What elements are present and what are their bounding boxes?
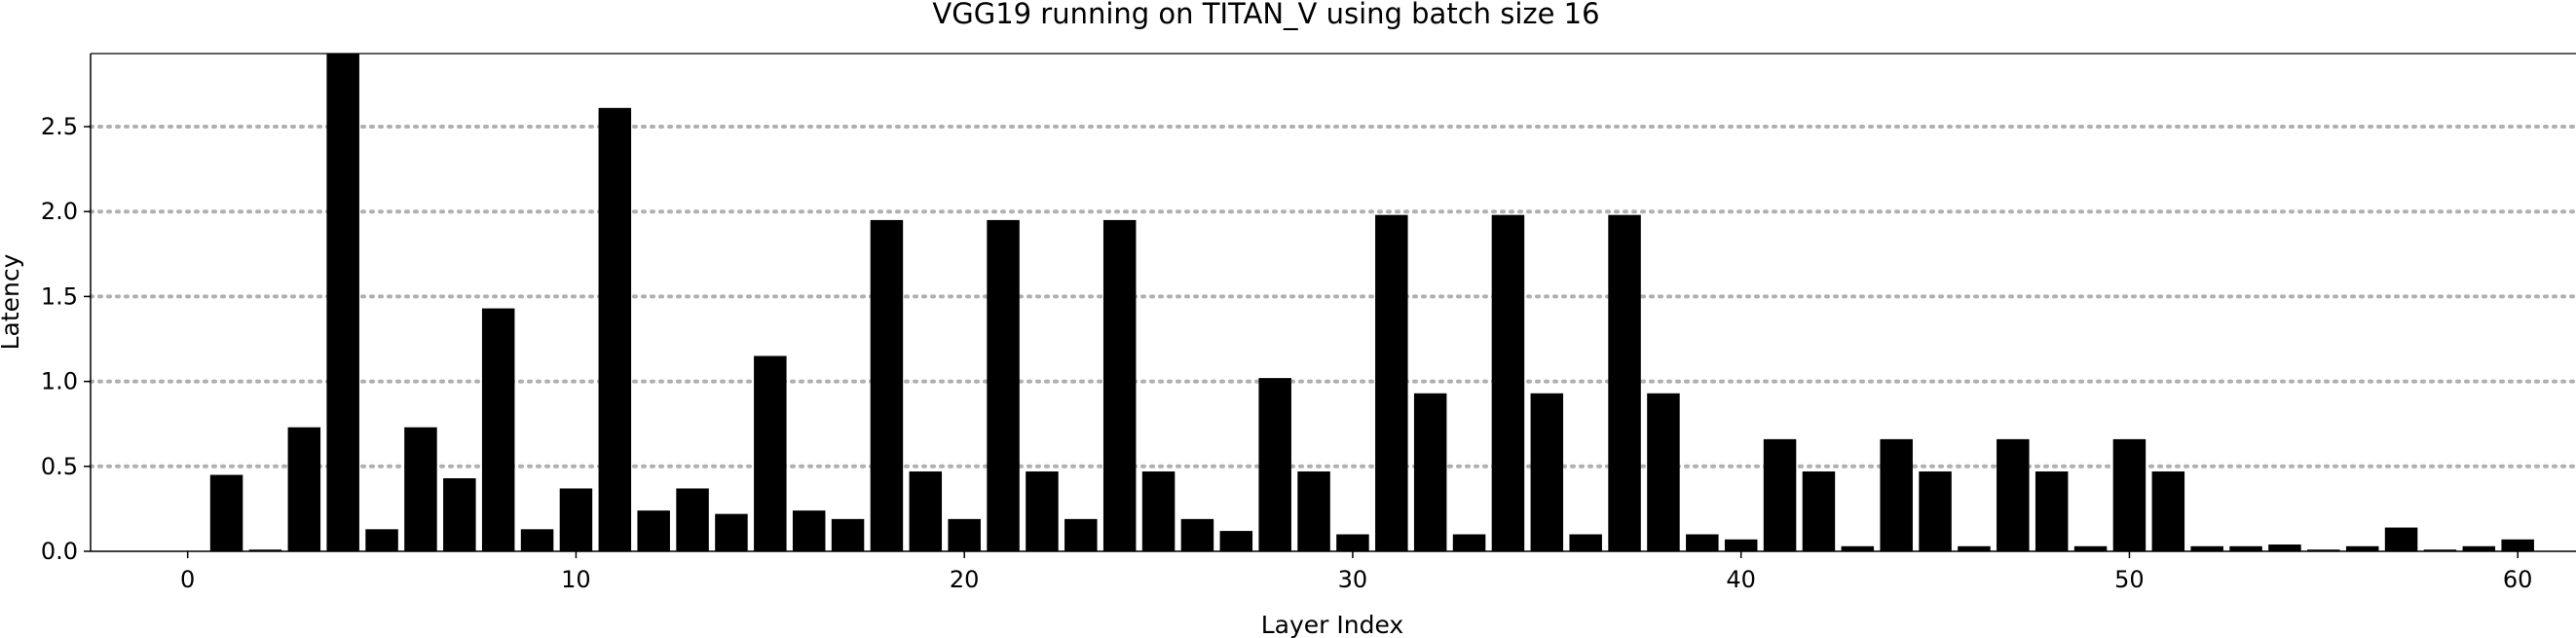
bar	[870, 219, 904, 551]
bar	[1452, 534, 1486, 551]
bar	[520, 529, 554, 551]
y-tick-label: 0.0	[41, 538, 78, 565]
bar	[2190, 545, 2223, 551]
bar	[559, 488, 593, 551]
bar	[676, 488, 709, 551]
bar	[443, 478, 476, 551]
bar	[754, 356, 787, 551]
bar	[2384, 527, 2418, 551]
bar	[2035, 471, 2069, 551]
bar	[1608, 214, 1641, 551]
bar	[1491, 214, 1525, 551]
x-tick-label: 40	[1726, 566, 1756, 593]
bar	[248, 549, 282, 551]
y-axis-label: Latency	[0, 253, 24, 350]
bar	[1958, 545, 1991, 551]
bar	[1375, 214, 1408, 551]
bars	[209, 54, 2534, 552]
x-tick-label: 50	[2114, 566, 2145, 593]
y-tick-label: 0.5	[41, 453, 78, 480]
bar	[1258, 378, 1291, 551]
bar	[1141, 471, 1176, 551]
x-tick-label: 0	[180, 566, 195, 593]
bar	[1102, 219, 1137, 551]
x-tick-label: 30	[1338, 566, 1368, 593]
bar	[1026, 471, 1059, 551]
x-tick-label: 10	[561, 566, 591, 593]
axes	[84, 53, 2576, 558]
bar	[948, 518, 981, 551]
bar	[481, 308, 515, 551]
bar	[2423, 549, 2457, 551]
tick-labels: 0.0 0.5 1.0 1.5 2.0 2.5 0 10 20 30 40 50 60	[41, 113, 2533, 593]
bar	[1997, 438, 2030, 551]
bar	[1336, 534, 1369, 551]
bar	[1802, 471, 1836, 551]
y-tick-label: 2.0	[41, 198, 78, 225]
bar	[2073, 545, 2108, 551]
bar	[287, 427, 321, 551]
bar	[1180, 518, 1214, 551]
bar	[1841, 545, 1875, 551]
bar	[1297, 471, 1330, 551]
bar	[2345, 545, 2379, 551]
x-tick-label: 60	[2503, 566, 2533, 593]
bar	[404, 427, 437, 551]
bar	[2151, 471, 2185, 551]
bar	[1413, 393, 1447, 551]
gridlines	[89, 124, 2576, 469]
bar	[987, 219, 1020, 551]
bar	[2307, 549, 2340, 551]
y-tick-label: 1.5	[41, 282, 78, 310]
bar	[1647, 393, 1680, 551]
bar	[1530, 393, 1564, 551]
bar	[909, 471, 943, 551]
y-tick-label: 1.0	[41, 368, 78, 395]
bar	[1880, 438, 1913, 551]
bar	[326, 54, 359, 551]
bar	[2229, 545, 2262, 551]
bar	[1763, 438, 1797, 551]
bar	[792, 510, 826, 551]
bar	[831, 518, 865, 551]
x-axis-label: Layer Index	[1261, 611, 1403, 638]
chart-title: VGG19 running on TITAN_V using batch siz…	[932, 0, 1599, 30]
bar	[637, 510, 670, 551]
bar	[1686, 534, 1719, 551]
bar	[209, 474, 243, 551]
bar	[2112, 438, 2147, 551]
bar	[2268, 544, 2301, 551]
x-tick-label: 20	[950, 566, 980, 593]
bar	[2501, 539, 2534, 551]
bar	[365, 529, 398, 551]
bar	[598, 107, 632, 552]
bar	[1569, 534, 1602, 551]
bar	[1219, 531, 1253, 551]
y-tick-label: 2.5	[41, 113, 78, 140]
bar	[1919, 471, 1952, 551]
bar	[1724, 539, 1758, 551]
bar	[715, 513, 748, 551]
bar	[2462, 545, 2496, 551]
bar	[1064, 518, 1098, 551]
